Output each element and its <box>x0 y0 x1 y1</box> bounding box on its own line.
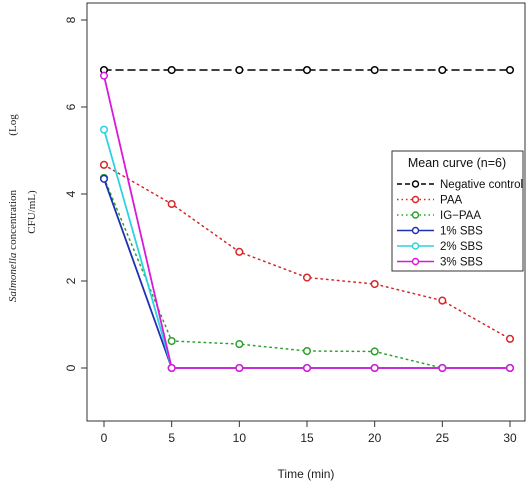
series-5 <box>99 71 515 373</box>
legend: Mean curve (n=6) Negative control PAA IG−P… <box>391 150 524 272</box>
data-point <box>235 363 244 373</box>
data-point <box>99 71 109 80</box>
data-point <box>302 273 312 282</box>
legend-items: Negative control PAA IG−PAA 1% SBS 2% SBS 3% … <box>397 179 523 269</box>
data-point <box>99 174 109 183</box>
legend-label: 2% SBS <box>440 241 483 253</box>
data-point <box>302 363 312 373</box>
y-axis-label-italic: Salmonella <box>7 252 19 302</box>
y-tick-label: 6 <box>64 103 78 110</box>
data-point <box>370 279 379 289</box>
data-point <box>370 363 379 373</box>
data-point <box>505 363 515 373</box>
data-point <box>235 340 244 349</box>
series-1 <box>99 160 515 343</box>
data-point <box>99 160 109 169</box>
data-point <box>438 65 447 75</box>
data-point <box>438 296 447 305</box>
x-tick-label: 20 <box>368 431 382 445</box>
y-tick-label: 0 <box>64 364 78 371</box>
y-tick-label: 8 <box>64 16 78 23</box>
data-point <box>302 65 312 75</box>
x-axis-label: Time (min) <box>278 467 335 481</box>
x-tick-label: 15 <box>300 431 314 445</box>
data-point <box>167 363 176 373</box>
legend-marker <box>411 195 420 204</box>
y-tick-label: 2 <box>64 277 78 284</box>
data-point <box>505 334 515 343</box>
x-tick-label: 5 <box>168 431 175 445</box>
legend-marker <box>411 226 420 235</box>
data-point <box>370 347 379 356</box>
legend-marker <box>411 211 420 219</box>
legend-label: IG−PAA <box>440 210 481 222</box>
x-axis: 0 5 10 15 20 25 30 <box>101 421 517 445</box>
y-axis-label: Salmonella concentration <box>7 189 19 302</box>
data-point <box>167 336 176 346</box>
legend-box <box>391 150 524 272</box>
data-point <box>370 65 379 75</box>
x-tick-label: 0 <box>101 431 108 445</box>
data-point <box>438 363 447 373</box>
legend-marker <box>411 257 420 266</box>
x-tick-label: 10 <box>233 431 247 445</box>
data-point <box>505 65 515 75</box>
legend-title: Mean curve (n=6) <box>408 156 506 170</box>
data-point <box>235 65 244 75</box>
y-axis-label-unit-open: (Log <box>7 114 19 136</box>
legend-marker <box>411 180 420 188</box>
x-tick-label: 25 <box>436 431 450 445</box>
plot-frame <box>86 2 526 422</box>
x-tick-label: 30 <box>503 431 517 445</box>
series-layer <box>99 65 515 373</box>
data-point <box>302 346 312 356</box>
y-axis-label-unit-close: CFU/mL) <box>26 190 38 234</box>
legend-label: PAA <box>440 195 462 207</box>
y-axis: 0 2 4 6 8 <box>64 16 87 371</box>
data-point <box>167 65 176 75</box>
legend-label: 1% SBS <box>440 226 483 238</box>
y-tick-label: 4 <box>64 190 78 197</box>
legend-label: Negative control <box>440 179 523 191</box>
data-point <box>235 247 244 256</box>
legend-marker <box>411 242 420 250</box>
series-0 <box>99 65 515 75</box>
y-axis-label-rest: concentration <box>7 189 19 252</box>
data-point <box>167 199 176 209</box>
legend-label: 3% SBS <box>440 257 483 269</box>
data-point <box>99 125 109 134</box>
